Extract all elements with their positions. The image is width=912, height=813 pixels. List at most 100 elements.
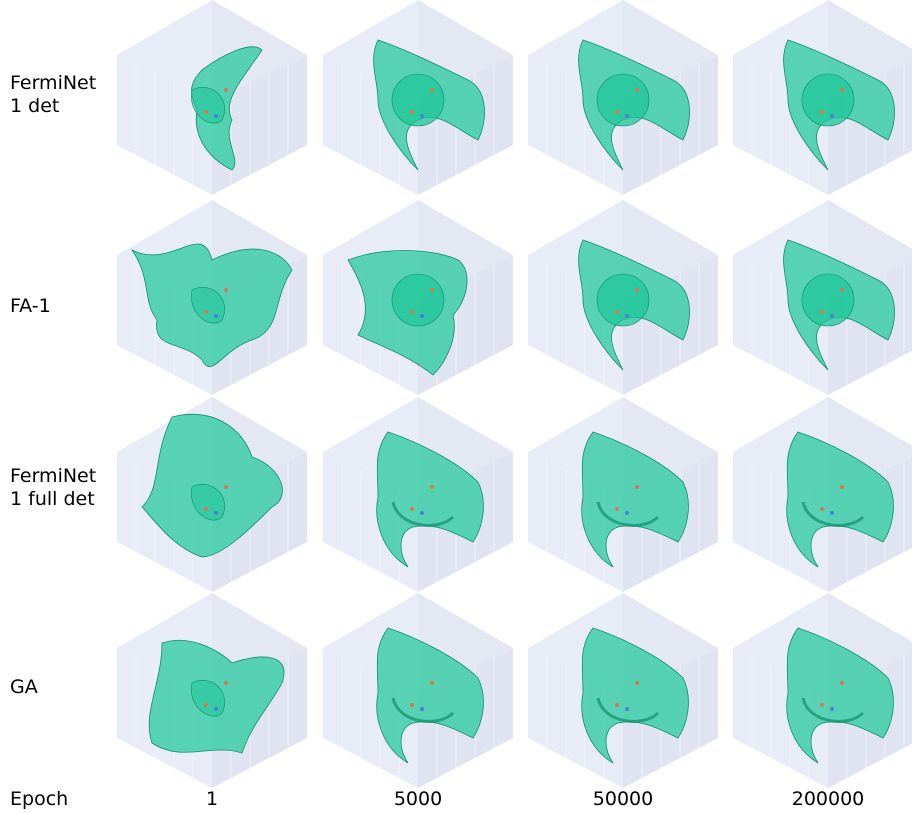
- nucleus-dot-orange: [820, 507, 824, 511]
- surface-fold: [801, 501, 865, 527]
- panel-r2-c1: [323, 397, 513, 592]
- panel-r1-c2: [528, 200, 718, 395]
- nucleus-dot-orange: [204, 507, 208, 511]
- nucleus-dot-orange: [204, 703, 208, 707]
- nucleus-dot-blue: [214, 114, 218, 118]
- cube-face-right: [212, 55, 307, 195]
- nodal-surface: [141, 414, 283, 558]
- nodal-surface: [581, 627, 689, 764]
- surface-sheet: [141, 414, 283, 558]
- nodal-surface: [148, 639, 285, 754]
- surface-fold: [596, 697, 660, 723]
- nucleus-dot-orange: [224, 288, 228, 292]
- nucleus-dot-orange: [840, 88, 844, 92]
- nucleus-dot-blue: [625, 707, 629, 711]
- nodal-surface: [581, 431, 689, 568]
- row-label-ga: GA: [10, 676, 38, 698]
- nucleus-dot-orange: [224, 681, 228, 685]
- surface-sphere: [391, 73, 445, 127]
- nucleus-dot-orange: [820, 110, 824, 114]
- surface-fold: [391, 697, 455, 723]
- panel-r2-c2: [528, 397, 718, 592]
- epoch-label-5000: 5000: [393, 788, 443, 810]
- surface-sheet: [786, 627, 894, 764]
- nodal-surface: [191, 46, 263, 171]
- nucleus-dot-blue: [214, 511, 218, 515]
- nucleus-dot-orange: [410, 110, 414, 114]
- panel-r0-c3: [733, 0, 912, 195]
- nucleus-dot-blue: [420, 114, 424, 118]
- panel-r1-c1: [323, 200, 513, 395]
- nucleus-dot-blue: [625, 114, 629, 118]
- epoch-label-1: 1: [205, 788, 219, 810]
- nucleus-dot-orange: [635, 681, 639, 685]
- surface-sheet: [376, 627, 484, 764]
- panel-r0-c2: [528, 0, 718, 195]
- panel-r3-c1: [323, 593, 513, 788]
- cube-face-left: [117, 55, 212, 195]
- panel-r2-c0: [117, 397, 307, 592]
- panel-r3-c2: [528, 593, 718, 788]
- nucleus-dot-blue: [830, 114, 834, 118]
- panel-r3-c0: [117, 593, 307, 788]
- nodal-surface: [130, 243, 293, 367]
- nucleus-dot-orange: [615, 310, 619, 314]
- nucleus-dot-orange: [635, 288, 639, 292]
- nucleus-dot-blue: [420, 314, 424, 318]
- nodal-surface: [783, 39, 895, 171]
- nucleus-dot-orange: [430, 485, 434, 489]
- surface-sheet: [581, 431, 689, 568]
- surface-sheet: [786, 431, 894, 568]
- nucleus-dot-orange: [820, 703, 824, 707]
- nodal-surface: [376, 431, 484, 568]
- nucleus-dot-orange: [430, 88, 434, 92]
- nodal-surface: [786, 627, 894, 764]
- row-label-ferminet-1-det: FermiNet 1 det: [10, 72, 97, 117]
- surface-sphere: [596, 273, 650, 327]
- nucleus-dot-orange: [840, 485, 844, 489]
- surface-fold: [801, 697, 865, 723]
- nucleus-dot-orange: [224, 88, 228, 92]
- epoch-axis-label: Epoch: [10, 788, 69, 810]
- nucleus-dot-blue: [214, 707, 218, 711]
- nucleus-dot-orange: [635, 88, 639, 92]
- row-label-ferminet-1-full-det: FermiNet 1 full det: [10, 465, 97, 510]
- nucleus-dot-orange: [430, 681, 434, 685]
- nucleus-dot-orange: [820, 310, 824, 314]
- nodal-surface: [376, 627, 484, 764]
- panel-r1-c3: [733, 200, 912, 395]
- nucleus-dot-orange: [615, 507, 619, 511]
- panel-r1-c0: [117, 200, 307, 395]
- panel-r3-c3: [733, 593, 912, 788]
- panel-r0-c1: [323, 0, 513, 195]
- nucleus-dot-orange: [840, 288, 844, 292]
- nucleus-dot-blue: [625, 314, 629, 318]
- nodal-surface: [783, 239, 895, 371]
- cube-face-left-top: [117, 0, 212, 100]
- epoch-label-200000: 200000: [791, 788, 865, 810]
- panel-r0-c0: [117, 0, 307, 195]
- panel-r2-c3: [733, 397, 912, 592]
- surface-fold: [596, 501, 660, 527]
- nodal-surface: [347, 250, 468, 376]
- nucleus-dot-orange: [615, 110, 619, 114]
- nucleus-dot-orange: [430, 288, 434, 292]
- row-label-fa-1: FA-1: [10, 295, 51, 317]
- nucleus-dot-orange: [615, 703, 619, 707]
- nucleus-dot-orange: [410, 507, 414, 511]
- nucleus-dot-blue: [830, 511, 834, 515]
- surface-sphere: [391, 273, 445, 327]
- nodal-surface: [786, 431, 894, 568]
- epoch-label-50000: 50000: [592, 788, 654, 810]
- surface-sheet: [376, 431, 484, 568]
- nucleus-dot-blue: [420, 707, 424, 711]
- nucleus-dot-orange: [410, 703, 414, 707]
- nucleus-dot-orange: [635, 485, 639, 489]
- nucleus-dot-orange: [224, 485, 228, 489]
- nodal-surface: [578, 39, 690, 171]
- surface-sphere: [596, 73, 650, 127]
- nucleus-dot-orange: [204, 110, 208, 114]
- surface-sphere: [801, 73, 855, 127]
- nucleus-dot-blue: [214, 314, 218, 318]
